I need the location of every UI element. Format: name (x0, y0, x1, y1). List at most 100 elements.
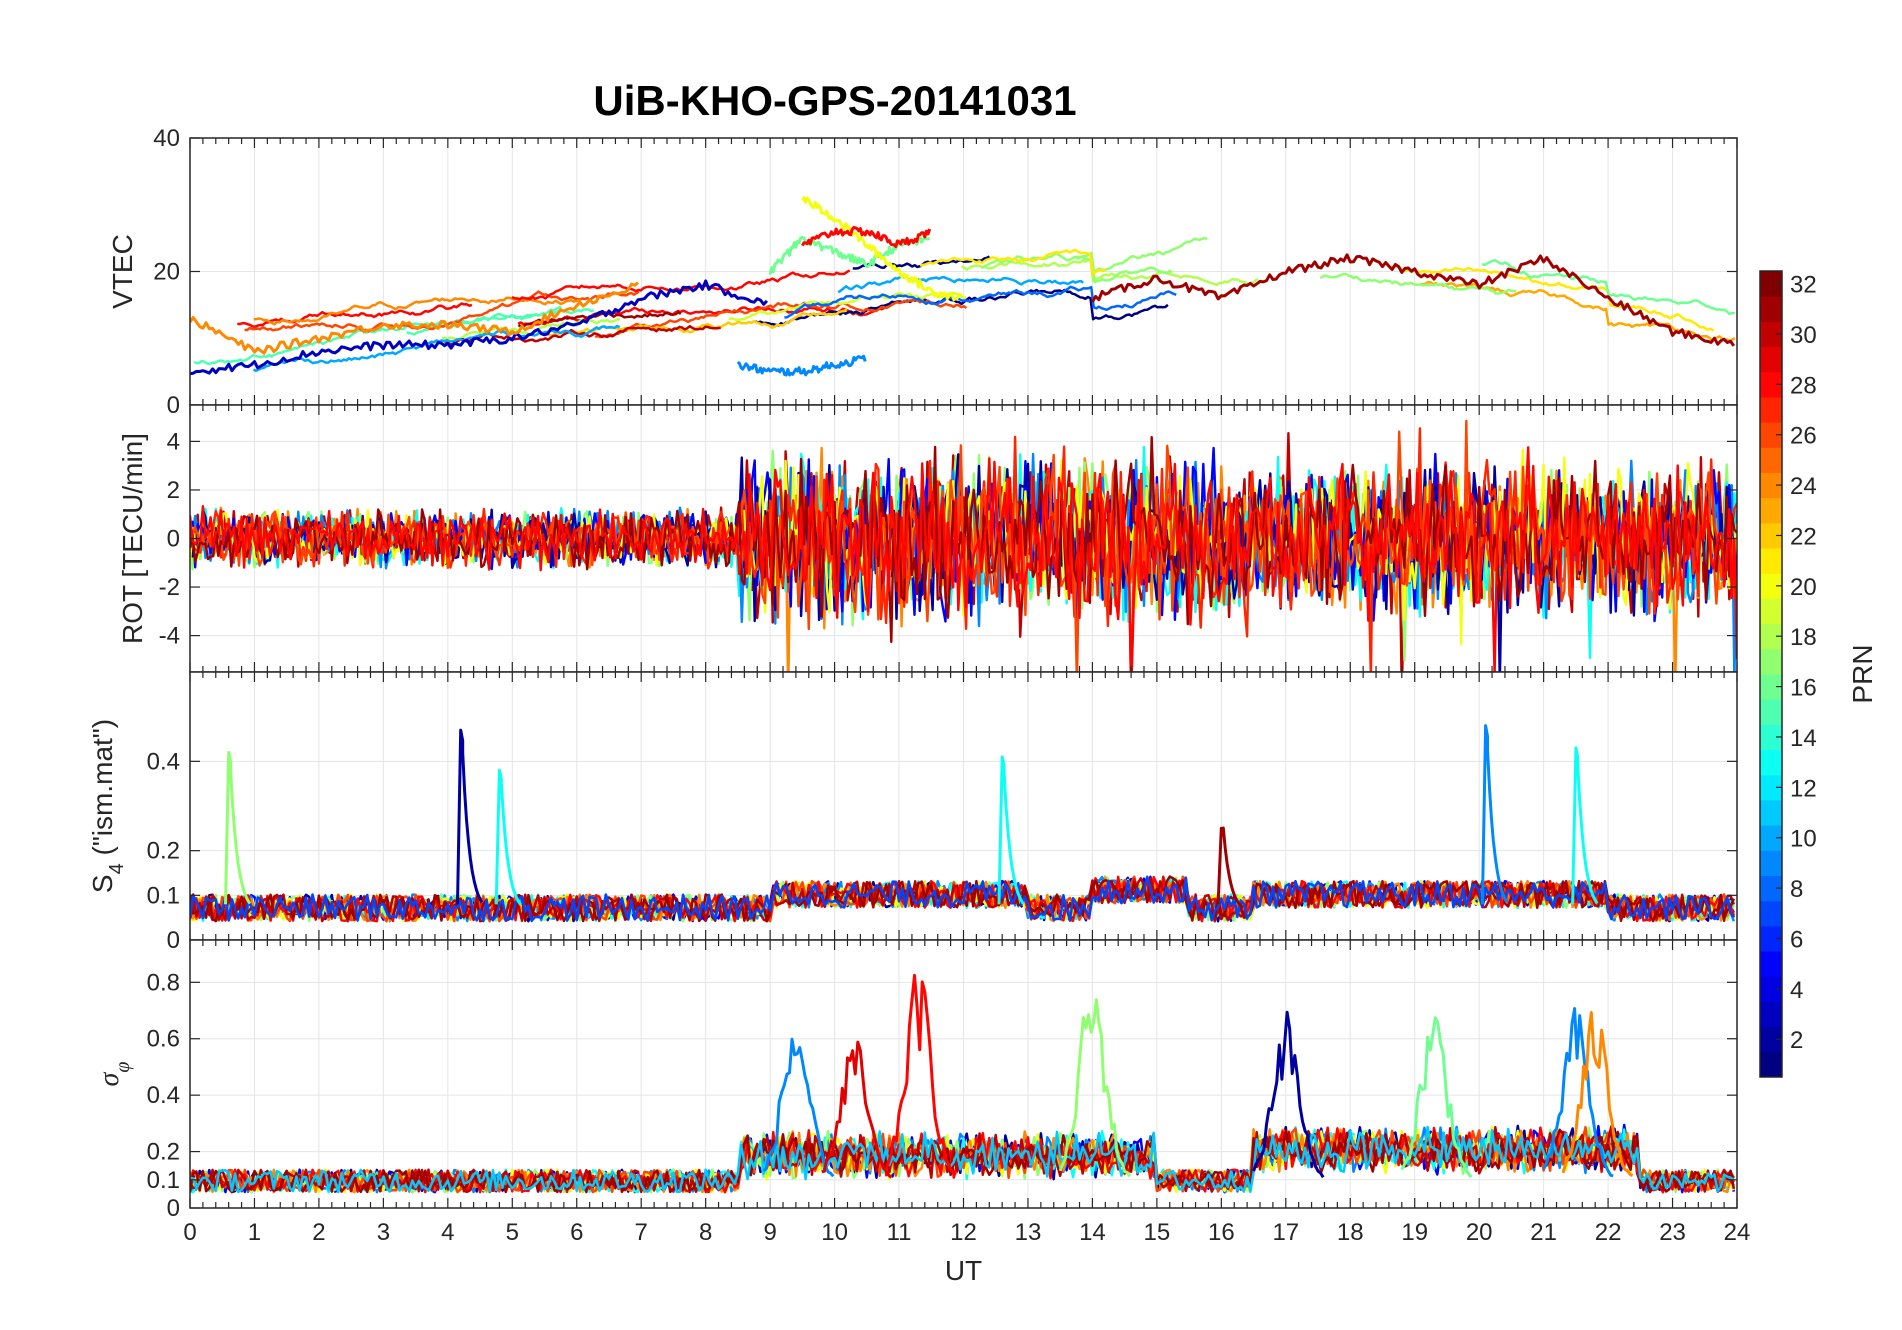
colorbar-tick-label: 6 (1790, 926, 1803, 953)
y-axis-label: ROT [TECU/min] (117, 433, 148, 644)
x-tick-label: 18 (1337, 1219, 1364, 1246)
x-ticks (189, 940, 1738, 1208)
colorbar-swatch (1760, 623, 1782, 650)
vtec-series-line (190, 281, 639, 355)
sigma-phi-peak (1058, 998, 1132, 1178)
colorbar-swatch (1760, 951, 1782, 977)
s4-peak (456, 728, 484, 905)
y-axis-label-main: S (87, 874, 118, 893)
panel-2: -4 -2 0 2 4 ROT [TECU/min] (117, 404, 1738, 673)
y-tick-label: 0.1 (147, 882, 180, 909)
x-tick-label: 21 (1530, 1219, 1557, 1246)
vtec-trace (253, 296, 582, 326)
vtec-trace (837, 275, 1084, 294)
y-ticks: 0 0.1 0.2 0.4 (147, 748, 1737, 954)
colorbar-tick-label: 16 (1790, 675, 1817, 702)
panel-3: 0 0.1 0.2 0.4 S4 ("ism.mat") (87, 671, 1738, 954)
x-tick-label: 11 (887, 1219, 912, 1246)
y-tick-label: 0.8 (147, 969, 180, 996)
colorbar-swatch (1760, 825, 1782, 851)
sigma-phi-peak (821, 1040, 893, 1179)
colorbar-swatch (1760, 321, 1782, 348)
colorbar-swatch (1760, 296, 1782, 322)
s4-peak (997, 755, 1025, 905)
colorbar-tick-label: 26 (1790, 423, 1817, 450)
s4-peak (494, 768, 522, 906)
x-tick-label: 14 (1079, 1219, 1106, 1246)
s4-trace (190, 875, 1735, 923)
colorbar-label: PRN (1847, 644, 1878, 703)
x-tick-label: 3 (377, 1219, 390, 1246)
x-tick-labels: 0 1 2 3 4 5 6 7 8 9 10 11 12 13 14 15 16 17 18 19 20 21 22 23 24 (183, 1219, 1750, 1246)
x-tick-label: 24 (1724, 1219, 1751, 1246)
y-tick-label: 0 (167, 526, 180, 553)
colorbar-swatch (1760, 799, 1782, 826)
colorbar-swatch (1760, 271, 1782, 297)
colorbar-swatch (1760, 396, 1782, 423)
x-tick-label: 5 (506, 1219, 519, 1246)
y-tick-label: 0.1 (147, 1167, 180, 1194)
colorbar-swatch (1760, 774, 1782, 801)
colorbar-tick-label: 10 (1790, 826, 1817, 853)
vtec-trace (244, 290, 640, 333)
colorbar-swatch (1760, 900, 1782, 927)
vtec-series-line (801, 196, 963, 302)
colorbar-swatch (1760, 472, 1782, 499)
y-ticks: -4 -2 0 2 4 (159, 428, 1737, 650)
y-axis-label-sub: 4 (106, 863, 128, 874)
x-tick-label: 2 (312, 1219, 325, 1246)
vtec-trace (237, 302, 473, 328)
colorbar-swatch (1760, 724, 1782, 751)
vtec-series-line (1091, 253, 1736, 347)
y-axis-label-main: σ (94, 1071, 125, 1086)
x-tick-label: 10 (821, 1219, 848, 1246)
colorbar-swatch (1760, 674, 1782, 700)
colorbar-swatch (1760, 497, 1782, 524)
y-tick-label: 40 (153, 125, 180, 152)
y-tick-label: -4 (159, 623, 180, 650)
y-tick-label: 0.2 (147, 838, 180, 865)
colorbar-swatch (1760, 875, 1782, 902)
vtec-trace (728, 291, 966, 322)
x-tick-label: 13 (1015, 1219, 1042, 1246)
sigma-phi-peak (884, 973, 957, 1176)
vtec-trace (594, 298, 968, 339)
x-tick-label: 7 (635, 1219, 648, 1246)
y-axis-label-rest: ("ism.mat") (87, 719, 118, 863)
y-tick-label: 0.4 (147, 748, 180, 775)
panel-1: 0 20 40 VTEC (107, 125, 1738, 419)
y-axis-label: VTEC (107, 234, 138, 309)
y-ticks: 00.10.2 0.4 0.6 0.8 (147, 969, 1737, 1222)
s4-trace (190, 877, 1735, 923)
s4-peak (1480, 724, 1509, 905)
colorbar-swatch (1760, 598, 1782, 625)
sigma-phi-peak (762, 1037, 835, 1178)
vtec-trace (253, 324, 621, 373)
x-tick-label: 16 (1208, 1219, 1235, 1246)
x-tick-label: 15 (1144, 1219, 1171, 1246)
y-axis-label: S4 ("ism.mat") (87, 719, 128, 893)
vtec-trace (1388, 264, 1715, 332)
traces (190, 196, 1736, 377)
s4-peak (1216, 826, 1244, 909)
colorbar-swatch (1760, 699, 1782, 725)
colorbar-frame (1759, 270, 1783, 1078)
s4-peak (224, 750, 252, 905)
colorbar-tick-label: 28 (1790, 372, 1817, 399)
rot-trace (190, 446, 1737, 672)
vtec-trace (1481, 259, 1735, 316)
x-ticks (189, 138, 1738, 405)
sigma-phi-trace (190, 1128, 1736, 1194)
colorbar-swatch (1760, 648, 1782, 675)
vtec-series-line (190, 279, 768, 376)
colorbar-tick-label: 20 (1790, 574, 1817, 601)
colorbar-tick-label: 24 (1790, 473, 1817, 500)
colorbar-swatch (1760, 522, 1782, 549)
y-axis-label-sub: φ (112, 1062, 134, 1073)
sigma-phi-peak (1400, 1016, 1473, 1178)
colorbar-swatch (1760, 749, 1782, 776)
traces (190, 973, 1736, 1194)
